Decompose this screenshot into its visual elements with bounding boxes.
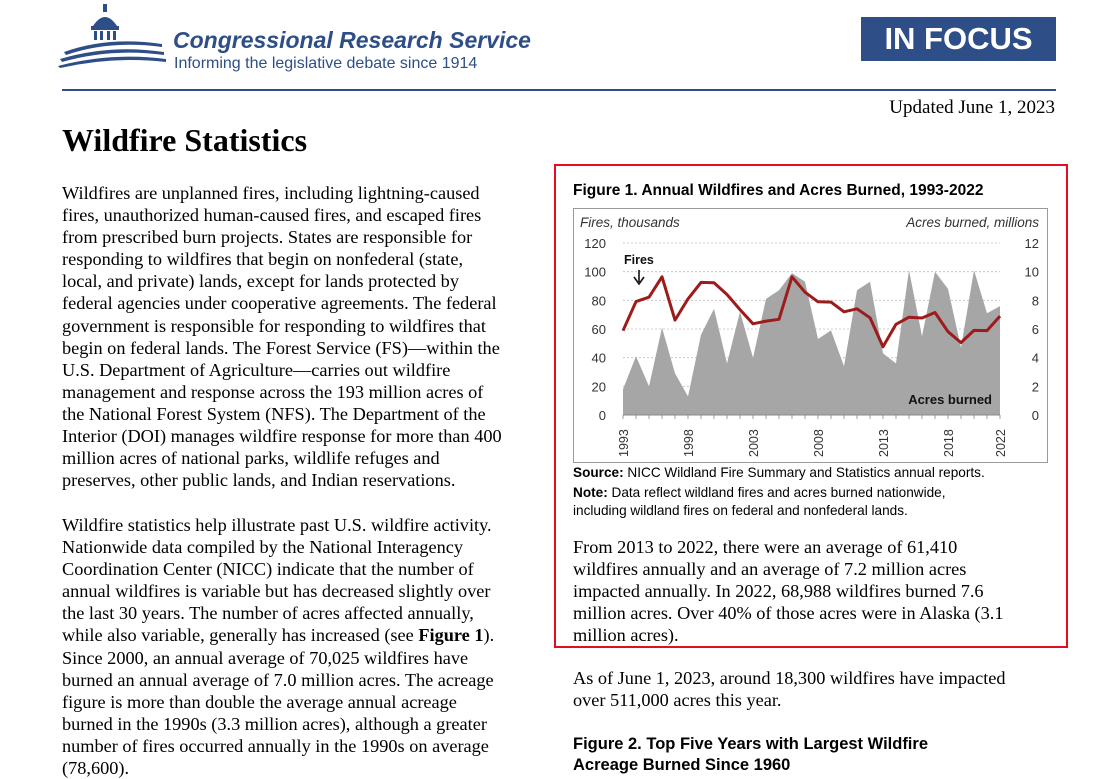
note-label: Note: <box>573 485 608 500</box>
figure-1-note: Note: Data reflect wildland fires and ac… <box>573 484 946 520</box>
figure-2-title: Figure 2. Top Five Years with Largest Wi… <box>573 734 928 776</box>
note-text: Data reflect wildland fires and acres bu… <box>607 485 946 500</box>
text-line: local, and private) lands, except for la… <box>62 271 459 292</box>
text-line: responding to wildfires that begin on no… <box>62 249 464 270</box>
figure-1-title: Figure 1. Annual Wildfires and Acres Bur… <box>573 182 984 199</box>
text-line: As of June 1, 2023, around 18,300 wildfi… <box>573 668 1006 688</box>
right-tick-label: 6 <box>1032 322 1039 337</box>
text-line: burned an annual average of 7.0 million … <box>62 669 494 690</box>
note-line: Note: Data reflect wildland fires and ac… <box>573 484 946 502</box>
figure-1-highlight-box <box>554 164 1068 648</box>
text-line: Nationwide data compiled by the National… <box>62 537 464 558</box>
right-tick-label: 0 <box>1032 408 1039 423</box>
text-line: while also variable, generally has incre… <box>62 624 494 646</box>
org-tagline: Informing the legislative debate since 1… <box>174 55 478 72</box>
x-tick-label: 1998 <box>682 429 696 457</box>
right-tick-label: 8 <box>1032 293 1039 308</box>
source-text: NICC Wildland Fire Summary and Statistic… <box>623 465 985 480</box>
source-label: Source: <box>573 465 624 480</box>
left-tick-label: 120 <box>584 236 606 251</box>
header-rule <box>62 89 1056 91</box>
text-line: Acreage Burned Since 1960 <box>573 756 791 774</box>
left-tick-label: 0 <box>599 408 606 423</box>
x-tick-label: 2013 <box>877 429 891 457</box>
text-line: the last 30 years. The number of acres a… <box>62 603 474 624</box>
current-year-paragraph: As of June 1, 2023, around 18,300 wildfi… <box>573 667 1006 711</box>
x-tick-label: 2003 <box>747 429 761 457</box>
text-line: million acres. Over 40% of those acres w… <box>573 603 1004 624</box>
chart-frame <box>573 208 1048 463</box>
fires-line <box>621 275 1002 349</box>
text-line: Wildfire statistics help illustrate past… <box>62 515 492 535</box>
text-line: (78,600). <box>62 758 130 779</box>
text-segment: ). <box>483 625 495 646</box>
left-axis-label: Fires, thousands <box>580 215 680 230</box>
updated-date: Updated June 1, 2023 <box>889 97 1055 118</box>
text-segment: while also variable, generally has incre… <box>62 625 419 646</box>
x-tick-label: 1993 <box>617 429 631 457</box>
text-line: million acres of national parks, wildlif… <box>62 448 440 469</box>
page-title: Wildfire Statistics <box>62 122 308 158</box>
in-focus-badge: IN FOCUS <box>861 17 1056 61</box>
text-line: burned in the 1990s (3.3 million acres),… <box>62 713 487 734</box>
fires-annotation: Fires <box>624 253 654 267</box>
figure-1-summary: From 2013 to 2022, there were an average… <box>573 536 1003 646</box>
text-line: Coordination Center (NICC) indicate that… <box>62 559 474 580</box>
text-line: federal agencies under cooperative agree… <box>62 293 497 314</box>
text-line: preserves, other public lands, and India… <box>62 470 456 491</box>
left-tick-label: 20 <box>592 379 606 394</box>
text-line: U.S. Department of Agriculture—carries o… <box>62 359 451 380</box>
note-line: including wildland fires on federal and … <box>573 503 908 518</box>
text-line: Interior (DOI) manages wildfire response… <box>62 426 502 447</box>
text-line: number of fires occurred annually in the… <box>62 735 489 756</box>
capitol-dome-logo <box>58 4 166 68</box>
text-line: impacted annually. In 2022, 68,988 wildf… <box>573 581 984 602</box>
text-line: annual wildfires is variable but has dec… <box>62 581 491 602</box>
figure-1-reference: Figure 1 <box>418 625 484 646</box>
wildfire-chart: 1993 1998 2003 2008 2013 2018 2022020406080100… <box>580 215 1039 457</box>
right-axis-label: Acres burned, millions <box>905 215 1039 230</box>
text-line: From 2013 to 2022, there were an average… <box>573 537 958 557</box>
text-line: Figure 2. Top Five Years with Largest Wi… <box>573 735 928 753</box>
acres-burned-area <box>623 270 1000 415</box>
x-tick-label: 2018 <box>942 429 956 457</box>
x-tick-label: 2008 <box>812 429 826 457</box>
left-tick-label: 100 <box>584 265 606 280</box>
x-tick-label: 2022 <box>994 429 1008 457</box>
right-tick-label: 2 <box>1032 379 1039 394</box>
text-line: begin on federal lands. The Forest Servi… <box>62 337 500 358</box>
left-tick-label: 60 <box>592 322 606 337</box>
text-line: figure is more than double the average a… <box>62 691 457 712</box>
left-tick-label: 80 <box>592 293 606 308</box>
text-line: fires, unauthorized human-caused fires, … <box>62 205 482 226</box>
statistics-paragraph: Wildfire statistics help illustrate past… <box>62 514 494 779</box>
right-tick-label: 10 <box>1025 265 1039 280</box>
text-line: Wildfires are unplanned fires, including… <box>62 183 480 203</box>
left-tick-label: 40 <box>592 351 606 366</box>
text-line: million acres). <box>573 625 679 646</box>
text-line: government is responsible for responding… <box>62 315 486 336</box>
text-line: over 511,000 acres this year. <box>573 690 782 711</box>
org-name: Congressional Research Service <box>173 27 531 53</box>
text-line: Since 2000, an annual average of 70,025 … <box>62 647 469 668</box>
acres-annotation: Acres burned <box>908 392 992 407</box>
right-tick-label: 4 <box>1032 351 1039 366</box>
right-tick-label: 12 <box>1025 236 1039 251</box>
figure-1-source: Source: NICC Wildland Fire Summary and S… <box>573 464 985 482</box>
intro-paragraph: Wildfires are unplanned fires, including… <box>62 182 502 491</box>
text-line: from prescribed burn projects. States ar… <box>62 227 473 248</box>
text-line: the National Forest System (NFS). The De… <box>62 403 486 424</box>
text-line: wildfires annually and an average of 7.2… <box>573 559 967 580</box>
text-line: management and response across the 193 m… <box>62 381 484 402</box>
fires-arrow <box>633 270 645 286</box>
